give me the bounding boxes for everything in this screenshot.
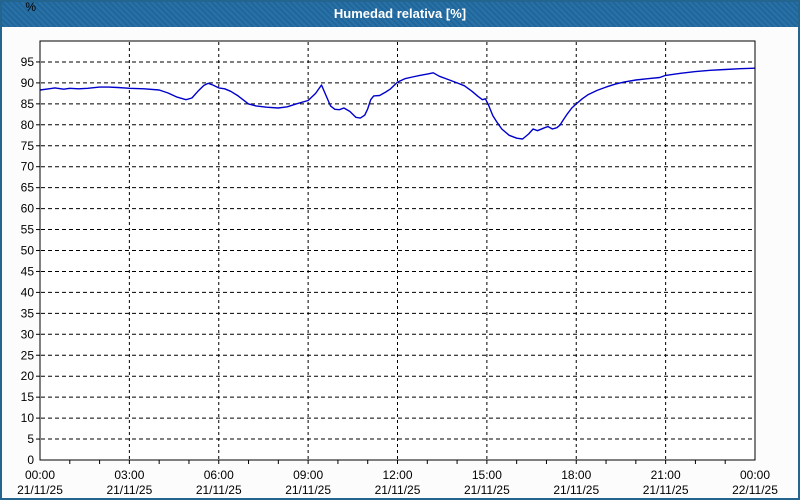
x-tick-date: 22/11/25	[732, 483, 778, 497]
svg-text:75: 75	[21, 139, 35, 153]
window-titlebar: Humedad relativa [%]	[0, 0, 800, 27]
svg-text:60: 60	[21, 202, 35, 216]
x-tick-time: 06:00	[204, 468, 234, 482]
x-tick-time: 18:00	[561, 468, 591, 482]
x-axis-labels: 00:0021/11/2503:0021/11/2506:0021/11/250…	[17, 468, 778, 497]
svg-text:20: 20	[21, 369, 35, 383]
axis-ticks	[36, 61, 726, 464]
svg-text:65: 65	[21, 181, 35, 195]
svg-text:80: 80	[21, 118, 35, 132]
humidity-series-line	[39, 67, 756, 140]
svg-text:70: 70	[21, 160, 35, 174]
x-tick-time: 09:00	[293, 468, 323, 482]
x-tick-time: 00:00	[740, 468, 770, 482]
x-tick-time: 12:00	[382, 468, 412, 482]
x-tick-date: 21/11/25	[464, 483, 510, 497]
y-axis-unit-label: %	[25, 0, 36, 14]
x-tick-date: 21/11/25	[643, 483, 689, 497]
svg-text:30: 30	[21, 327, 35, 341]
y-axis-labels: 0 5 10 15 20 25 30 35 40 45 50 55 60 65 70 75 80 85 90 95	[21, 55, 35, 467]
x-tick-date: 21/11/25	[285, 483, 331, 497]
x-tick-date: 21/11/25	[196, 483, 242, 497]
x-tick-time: 00:00	[25, 468, 55, 482]
chart-title: Humedad relativa [%]	[333, 6, 467, 21]
x-tick-date: 21/11/25	[17, 483, 63, 497]
svg-text:0: 0	[27, 453, 34, 467]
svg-text:5: 5	[27, 432, 34, 446]
x-tick-date: 21/11/25	[553, 483, 599, 497]
x-tick-time: 15:00	[472, 468, 502, 482]
svg-text:10: 10	[21, 411, 35, 425]
svg-text:40: 40	[21, 285, 35, 299]
svg-text:55: 55	[21, 223, 35, 237]
x-tick-date: 21/11/25	[375, 483, 421, 497]
x-tick-date: 21/11/25	[106, 483, 152, 497]
x-tick-time: 21:00	[651, 468, 681, 482]
svg-text:90: 90	[21, 76, 35, 90]
svg-text:35: 35	[21, 306, 35, 320]
svg-text:95: 95	[21, 55, 35, 69]
svg-text:50: 50	[21, 244, 35, 258]
svg-text:25: 25	[21, 348, 35, 362]
svg-text:85: 85	[21, 97, 35, 111]
plot-border	[39, 40, 756, 461]
svg-text:45: 45	[21, 264, 35, 278]
svg-text:15: 15	[21, 390, 35, 404]
x-tick-time: 03:00	[114, 468, 144, 482]
